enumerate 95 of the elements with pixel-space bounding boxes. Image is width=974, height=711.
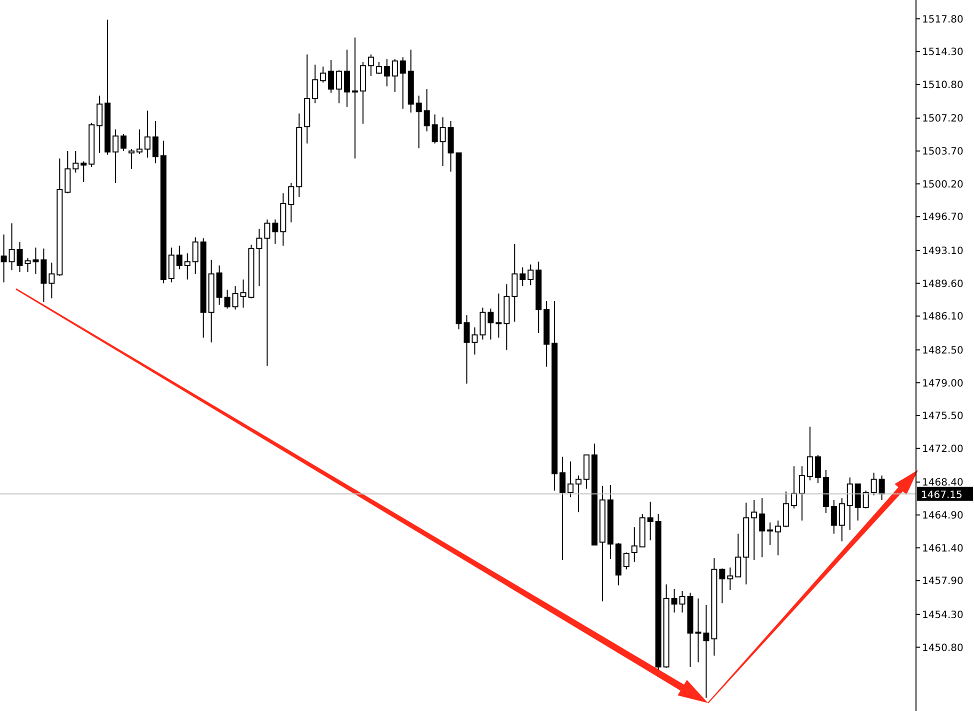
ref-line-label: 1467.15 bbox=[921, 490, 962, 501]
candlestick bbox=[384, 58, 390, 87]
y-tick-label: 1514.30 bbox=[922, 47, 964, 58]
candlestick bbox=[96, 95, 103, 154]
candlestick bbox=[232, 286, 238, 310]
candlestick bbox=[695, 598, 702, 663]
candlestick bbox=[80, 160, 87, 182]
candlestick bbox=[264, 218, 270, 366]
candlestick bbox=[838, 498, 845, 542]
y-tick-label: 1500.20 bbox=[922, 179, 964, 190]
candlestick bbox=[798, 466, 805, 522]
candlestick bbox=[344, 49, 350, 108]
y-tick-label: 1468.40 bbox=[922, 478, 964, 489]
candlestick bbox=[136, 128, 142, 154]
candlestick bbox=[560, 456, 566, 560]
y-tick-label: 1461.40 bbox=[922, 543, 964, 554]
candlestick bbox=[814, 454, 821, 484]
candlestick bbox=[120, 134, 127, 152]
candlestick bbox=[176, 245, 182, 270]
candlestick bbox=[480, 307, 486, 340]
candlestick bbox=[424, 88, 430, 132]
candlestick bbox=[623, 552, 630, 570]
candlestick bbox=[862, 490, 869, 509]
candlestick bbox=[48, 262, 55, 299]
candlestick bbox=[112, 128, 119, 184]
candlestick bbox=[440, 116, 446, 167]
candlestick bbox=[32, 247, 39, 274]
y-tick-label: 1517.80 bbox=[922, 14, 964, 26]
candlestick bbox=[128, 148, 135, 170]
candlestick bbox=[416, 95, 422, 149]
candlestick bbox=[759, 498, 766, 558]
candlestick bbox=[846, 476, 853, 530]
candlestick bbox=[488, 308, 494, 340]
candlestick bbox=[352, 37, 358, 160]
candlestick bbox=[496, 293, 502, 338]
y-tick-label: 1454.30 bbox=[922, 610, 964, 621]
y-tick-label: 1510.80 bbox=[922, 80, 964, 91]
y-tick-label: 1507.20 bbox=[922, 114, 964, 125]
y-tick-label: 1464.90 bbox=[922, 510, 964, 522]
candlestick bbox=[64, 150, 71, 194]
y-tick-label: 1496.70 bbox=[922, 212, 964, 224]
candlestick bbox=[312, 64, 318, 104]
candlestick bbox=[775, 520, 782, 556]
candlestick bbox=[703, 604, 710, 698]
candlestick bbox=[830, 499, 837, 534]
candlestick bbox=[671, 588, 678, 614]
candlestick bbox=[272, 218, 278, 244]
candlestick bbox=[647, 501, 654, 541]
y-tick-label: 1479.00 bbox=[922, 378, 964, 390]
candlestick bbox=[328, 60, 334, 94]
y-tick-label: 1457.90 bbox=[922, 576, 964, 588]
candlestick bbox=[376, 61, 382, 75]
candlestick bbox=[528, 264, 534, 286]
candlestick bbox=[288, 182, 294, 223]
y-tick-label: 1489.60 bbox=[922, 278, 964, 290]
candlestick bbox=[806, 426, 813, 481]
candlestick bbox=[0, 234, 7, 283]
candlestick bbox=[791, 466, 798, 509]
y-tick-label: 1475.50 bbox=[922, 411, 964, 422]
candlestick bbox=[631, 526, 638, 562]
candlestick bbox=[40, 248, 47, 303]
candlestick bbox=[72, 150, 79, 174]
candlestick bbox=[783, 491, 790, 528]
candlestick bbox=[368, 54, 374, 76]
y-tick-label: 1472.00 bbox=[922, 444, 964, 455]
candlestick bbox=[256, 228, 262, 287]
y-tick-label: 1493.10 bbox=[922, 246, 964, 257]
y-tick-label: 1450.80 bbox=[922, 642, 964, 654]
y-tick-label: 1482.50 bbox=[922, 345, 964, 356]
candlestick bbox=[870, 472, 877, 496]
candlestick bbox=[719, 568, 726, 604]
candlestick bbox=[320, 66, 326, 84]
candlestick bbox=[854, 484, 861, 522]
candlestick bbox=[400, 56, 406, 110]
candlestick bbox=[767, 522, 774, 546]
candlestick bbox=[192, 236, 198, 274]
candlestick bbox=[8, 222, 15, 271]
candlestick bbox=[168, 247, 174, 283]
y-tick-label: 1486.10 bbox=[922, 312, 964, 323]
candlestick bbox=[512, 243, 518, 322]
candlestick bbox=[392, 58, 398, 92]
candlestick bbox=[568, 460, 574, 498]
candlestick bbox=[144, 110, 150, 158]
y-tick-label: 1503.70 bbox=[922, 146, 964, 158]
candlestick bbox=[224, 289, 230, 310]
candlestick bbox=[576, 475, 582, 513]
candlestick bbox=[878, 475, 885, 500]
candlestick bbox=[432, 114, 438, 144]
candlestick bbox=[751, 499, 758, 560]
candlestick bbox=[152, 120, 158, 164]
candlestick bbox=[520, 266, 526, 287]
candlestick bbox=[336, 70, 342, 104]
candlestick bbox=[735, 533, 742, 578]
candlestick bbox=[184, 252, 190, 280]
candlestick bbox=[727, 566, 734, 590]
